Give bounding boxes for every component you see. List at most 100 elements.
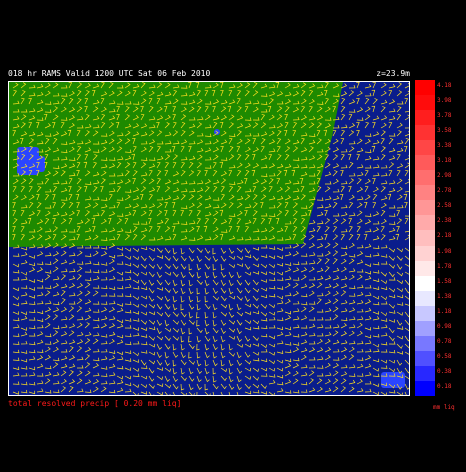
wind-barb: [212, 335, 218, 343]
wind-barb: [12, 324, 20, 329]
wind-barb: [261, 245, 268, 249]
wind-barb: [228, 213, 236, 217]
wind-barb: [252, 117, 260, 121]
wind-barb: [108, 90, 115, 97]
wind-barb: [292, 121, 298, 129]
wind-barb: [36, 131, 44, 137]
wind-barb: [36, 161, 40, 169]
wind-barb: [356, 178, 362, 185]
wind-barb: [92, 202, 99, 209]
wind-barb: [92, 250, 99, 257]
wind-barb: [36, 363, 44, 369]
wind-barb: [20, 260, 28, 265]
wind-barb: [372, 391, 380, 395]
wind-barb: [12, 218, 18, 225]
wind-barb: [323, 129, 328, 137]
wind-barb: [340, 169, 344, 177]
wind-barb: [52, 170, 59, 177]
wind-barb: [324, 89, 328, 97]
wind-barb: [388, 83, 396, 89]
wind-barb: [228, 84, 236, 89]
wind-barb: [316, 122, 323, 129]
wind-barb: [236, 195, 244, 201]
wind-barb: [100, 373, 108, 377]
wind-barb: [236, 319, 243, 326]
wind-barb: [388, 121, 393, 129]
wind-barb: [284, 298, 291, 305]
wind-barb: [124, 100, 132, 105]
wind-barb: [228, 375, 234, 383]
wind-barb: [404, 178, 409, 185]
wind-barb: [404, 145, 408, 153]
wind-barb: [29, 229, 36, 233]
wind-barb: [356, 322, 363, 329]
wind-barb: [100, 301, 108, 305]
wind-barb: [164, 179, 172, 185]
wind-barb: [124, 194, 131, 201]
colorbar-label: 4.18: [437, 82, 452, 89]
wind-barb: [220, 185, 225, 193]
wind-barb: [340, 153, 345, 161]
wind-barb: [180, 180, 188, 185]
wind-barb: [261, 212, 268, 217]
wind-barb: [140, 303, 148, 308]
wind-barb: [348, 99, 356, 105]
wind-barb: [91, 217, 96, 225]
wind-barb: [236, 115, 244, 121]
wind-barb: [76, 306, 83, 313]
wind-barb: [188, 155, 196, 161]
wind-barb: [300, 253, 308, 257]
wind-barb: [308, 187, 316, 193]
wind-barb: [204, 124, 212, 129]
wind-barb: [212, 121, 218, 129]
wind-barb: [284, 390, 292, 394]
wind-barb: [268, 351, 276, 356]
wind-barb: [116, 319, 124, 324]
wind-barb: [396, 204, 404, 209]
wind-barb: [92, 309, 100, 313]
wind-barb: [68, 172, 76, 177]
wind-barb: [276, 227, 284, 233]
wind-barb: [332, 348, 340, 353]
wind-barb: [148, 163, 156, 169]
wind-barb: [268, 84, 276, 89]
wind-barb: [364, 263, 372, 268]
wind-barb: [164, 148, 172, 153]
wind-barb: [124, 155, 132, 161]
wind-barb: [60, 197, 68, 201]
wind-barb: [348, 340, 356, 345]
wind-barb: [220, 139, 228, 145]
wind-barb: [236, 202, 243, 209]
wind-barb: [236, 351, 242, 359]
wind-barb: [140, 365, 148, 369]
wind-barb: [396, 294, 404, 299]
wind-barb: [156, 91, 164, 97]
wind-barb: [380, 225, 385, 233]
wind-barb: [357, 269, 364, 273]
wind-barb: [316, 101, 324, 105]
wind-barb: [172, 351, 179, 358]
wind-barb: [308, 234, 315, 241]
wind-barb: [212, 169, 218, 177]
wind-barb: [300, 226, 306, 233]
wind-barb: [132, 247, 140, 253]
wind-barb: [140, 186, 147, 193]
wind-barb: [204, 351, 210, 359]
wind-barb: [292, 250, 300, 257]
wind-barb: [284, 106, 290, 113]
wind-barb: [220, 279, 226, 287]
wind-barb: [404, 327, 409, 332]
wind-barb: [84, 82, 91, 89]
colorbar-label: 0.38: [437, 367, 452, 375]
wind-barb: [196, 287, 201, 295]
wind-barb: [188, 237, 196, 241]
wind-barb: [140, 391, 148, 395]
colorbar-swatch: [415, 110, 435, 126]
wind-barb: [44, 228, 52, 233]
wind-barb: [276, 137, 282, 145]
wind-barb: [44, 371, 52, 377]
wind-barb: [188, 311, 193, 319]
wind-barb: [308, 306, 315, 313]
wind-barb: [124, 293, 132, 298]
wind-barb: [20, 233, 25, 241]
